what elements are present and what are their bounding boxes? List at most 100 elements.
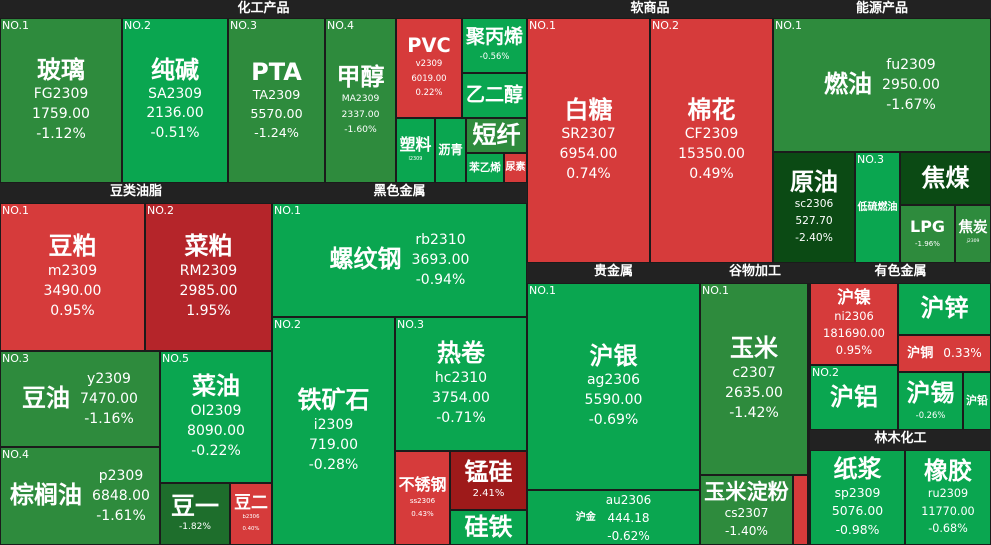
- rank: NO.1: [775, 19, 802, 32]
- tile-price: 5590.00: [584, 392, 643, 409]
- tile: 豆二 b2306 0.40%: [230, 483, 272, 545]
- tile-code: b2306: [242, 514, 260, 521]
- tile-change: -1.12%: [36, 126, 86, 143]
- tile: NO.3 豆油 y2309 7470.00 -1.16%: [0, 351, 160, 447]
- tile-price: 527.70: [795, 213, 833, 227]
- tile: 短纤: [466, 118, 527, 153]
- sector-title: 软商品: [527, 0, 773, 18]
- tile-price: 5076.00: [831, 503, 884, 519]
- tile-code: ag2306: [586, 372, 641, 389]
- tile-code: RM2309: [179, 262, 238, 279]
- tile-code: l2309: [408, 156, 423, 163]
- tile-content: 橡胶 ru2309 11770.00 -0.68%: [921, 456, 975, 537]
- tile-content: 焦煤: [922, 164, 970, 193]
- rank: NO.1: [274, 204, 301, 217]
- rank: NO.4: [327, 19, 354, 32]
- tile: PVC v2309 6019.00 0.22%: [396, 18, 462, 118]
- tile: 塑料 l2309: [396, 118, 435, 183]
- tile: 苯乙烯: [466, 153, 504, 183]
- tile: 乙二醇: [462, 73, 527, 118]
- tile-code: hc2310: [434, 369, 488, 386]
- tile: 沥青: [435, 118, 466, 183]
- tile: 玉米淀粉 cs2307 -1.40%: [700, 475, 793, 545]
- tile-name: 豆油: [22, 384, 71, 413]
- tile-content: PVC v2309 6019.00 0.22%: [407, 34, 450, 101]
- tile-price: 6848.00: [92, 488, 150, 504]
- tile-content: 菜油 OI2309 8090.00 -0.22%: [187, 373, 245, 461]
- tile-content: 沪镍 ni2306 181690.00 0.95%: [823, 287, 885, 360]
- rank: NO.1: [529, 19, 556, 32]
- tile-code: sp2309: [834, 484, 881, 500]
- tile-name: 棉花: [687, 95, 736, 124]
- sector-title: 有色金属: [810, 263, 991, 283]
- tile-name: 白糖: [564, 95, 613, 124]
- tile: 锰硅 2.41%: [450, 451, 527, 510]
- tile-name: 尿素: [505, 162, 526, 174]
- tile-change: -1.60%: [344, 123, 377, 135]
- tile: 不锈钢 ss2306 0.43%: [395, 451, 450, 545]
- tile-change: -0.28%: [308, 456, 359, 473]
- tile-content: 不锈钢 ss2306 0.43%: [399, 475, 447, 520]
- tile: 沪铜 0.33%: [898, 335, 991, 372]
- tile-content: 苯乙烯: [469, 161, 501, 174]
- tile-change: -1.96%: [915, 238, 940, 248]
- sector-title: 能源产品: [773, 0, 991, 18]
- tile-content: 棉花 CF2309 15350.00 0.49%: [678, 95, 745, 185]
- sector-title: 化工产品: [0, 0, 527, 18]
- tile-change: -0.98%: [835, 521, 880, 537]
- tile-content: 白糖 SR2307 6954.00 0.74%: [560, 95, 618, 185]
- tile-content: 锰硅 2.41%: [465, 458, 513, 503]
- tile-content: 棕榈油 p2309 6848.00 -1.61%: [10, 466, 150, 526]
- rank: NO.3: [230, 19, 257, 32]
- tile-content: 硅铁: [465, 513, 513, 542]
- tile-content: 豆一 -1.82%: [171, 492, 219, 536]
- tile-content: 原油 sc2306 527.70 -2.40%: [790, 168, 838, 247]
- tile: NO.1 螺纹钢 rb2310 3693.00 -0.94%: [272, 203, 527, 317]
- tile-price: 7470.00: [80, 391, 138, 407]
- tile: 沪锡 -0.26%: [898, 372, 963, 430]
- tile-price: 11770.00: [921, 504, 975, 518]
- tile: NO.3 热卷 hc2310 3754.00 -0.71%: [395, 317, 527, 451]
- rank: NO.4: [2, 448, 29, 461]
- tile-change: 0.74%: [566, 166, 611, 183]
- tile-change: -1.82%: [178, 522, 211, 533]
- tile-content: 纯碱 SA2309 2136.00 -0.51%: [146, 56, 203, 144]
- tile-code: c2307: [732, 364, 776, 381]
- tile-content: 沪铝: [830, 383, 878, 412]
- tile-code: rb2310: [415, 232, 466, 248]
- tile-price: 5570.00: [250, 105, 303, 121]
- tile: 焦煤: [900, 152, 991, 205]
- tile-content: 焦炭 j2309: [958, 220, 987, 247]
- tile-content: 沥青: [438, 143, 463, 157]
- rank: NO.1: [702, 284, 729, 297]
- tile-name: 橡胶: [923, 456, 972, 485]
- tile: NO.3 PTA TA2309 5570.00 -1.24%: [228, 18, 325, 183]
- tile-price: 2985.00: [179, 282, 238, 299]
- sector-title: 谷物加工: [700, 263, 810, 283]
- tile-name: 菜油: [192, 372, 240, 401]
- tile-code: OI2309: [190, 402, 242, 419]
- tile: NO.4 甲醇 MA2309 2337.00 -1.60%: [325, 18, 396, 183]
- tile-change: -0.51%: [150, 125, 200, 142]
- tile-price: 181690.00: [823, 325, 885, 340]
- tile-code: j2309: [966, 239, 980, 245]
- tile-price: 8090.00: [187, 422, 245, 439]
- tile-change: 0.49%: [689, 166, 734, 183]
- tile-price: 15350.00: [678, 146, 745, 163]
- tile-code: y2309: [87, 371, 131, 387]
- tile-content: 螺纹钢 rb2310 3693.00 -0.94%: [330, 230, 470, 290]
- tile-details: rb2310 3693.00 -0.94%: [412, 230, 470, 290]
- tile-name: 热卷: [437, 339, 485, 368]
- tile-content: 乙二醇: [466, 84, 523, 107]
- tile: NO.2 棉花 CF2309 15350.00 0.49%: [650, 18, 773, 263]
- tile-change: 0.40%: [242, 525, 260, 532]
- tile-content: 燃油 fu2309 2950.00 -1.67%: [824, 55, 940, 115]
- rank: NO.3: [397, 318, 424, 331]
- tile-name: 塑料: [399, 134, 432, 154]
- rank: NO.3: [2, 352, 29, 365]
- tile-name: 沪金: [575, 511, 596, 523]
- tile-content: 短纤: [473, 121, 521, 150]
- tile-price: 6019.00: [411, 73, 447, 84]
- tile-content: 豆油 y2309 7470.00 -1.16%: [22, 369, 138, 429]
